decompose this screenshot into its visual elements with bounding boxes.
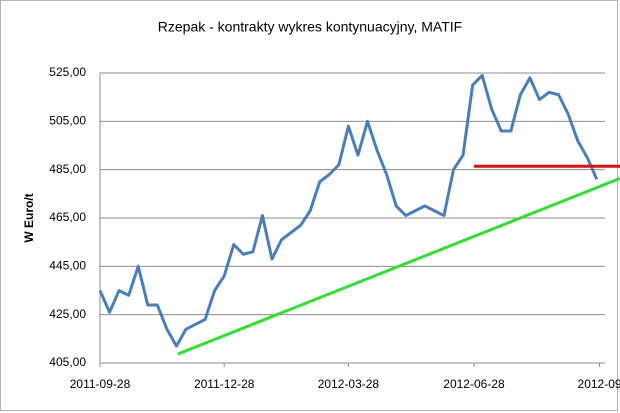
x-tick-label: 2011-12-28 [194,377,255,391]
y-tick-label: 425,00 [49,307,86,321]
x-tick-label: 2012-03-28 [318,377,380,391]
y-tick-label: 485,00 [49,162,86,176]
x-tick-label: 2012-09 [578,377,620,391]
y-tick-label: 445,00 [49,259,86,273]
y-axis-label: W Euro/t [22,193,36,242]
price-line [98,73,599,348]
chart-title: Rzepak - kontrakty wykres kontynuacyjny,… [158,19,462,35]
x-tick-label: 2011-09-28 [70,377,131,391]
y-tick-label: 505,00 [49,114,86,128]
trend-line [177,176,620,356]
y-tick-label: 525,00 [49,65,86,79]
x-tick-label: 2012-06-28 [443,377,505,391]
y-tick-label: 405,00 [49,355,86,369]
y-tick-label: 465,00 [49,210,86,224]
